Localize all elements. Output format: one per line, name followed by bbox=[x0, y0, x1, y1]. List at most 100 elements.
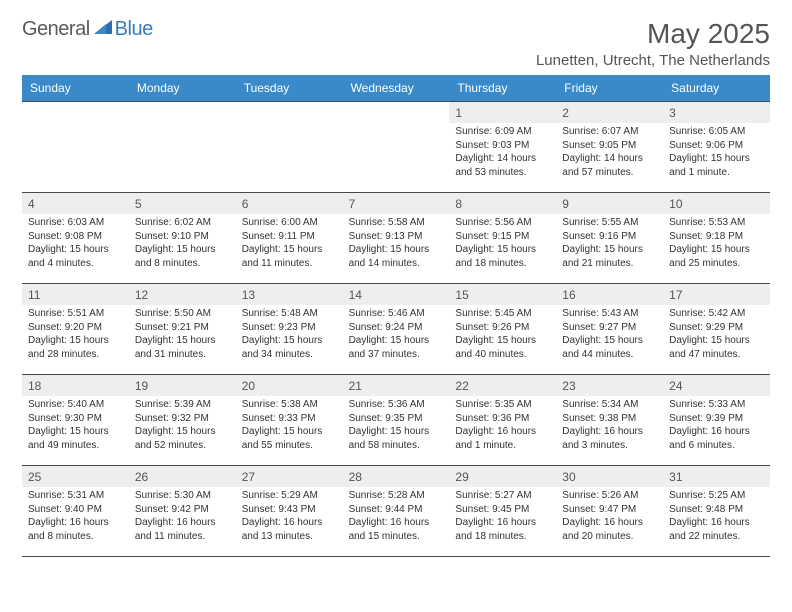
sunrise-line: Sunrise: 5:27 AM bbox=[455, 489, 550, 503]
calendar-cell: 12Sunrise: 5:50 AMSunset: 9:21 PMDayligh… bbox=[129, 284, 236, 374]
day-number: 1 bbox=[449, 102, 556, 123]
calendar-cell: 18Sunrise: 5:40 AMSunset: 9:30 PMDayligh… bbox=[22, 375, 129, 465]
brand-part1: General bbox=[22, 18, 90, 41]
daylight-line: Daylight: 16 hours and 1 minute. bbox=[455, 425, 550, 452]
calendar: SundayMondayTuesdayWednesdayThursdayFrid… bbox=[22, 75, 770, 557]
title-block: May 2025 Lunetten, Utrecht, The Netherla… bbox=[536, 18, 770, 69]
sunrise-line: Sunrise: 5:39 AM bbox=[135, 398, 230, 412]
daylight-line: Daylight: 15 hours and 28 minutes. bbox=[28, 334, 123, 361]
sunset-line: Sunset: 9:33 PM bbox=[242, 412, 337, 426]
sunset-line: Sunset: 9:24 PM bbox=[349, 321, 444, 335]
sunrise-line: Sunrise: 6:03 AM bbox=[28, 216, 123, 230]
daylight-line: Daylight: 15 hours and 34 minutes. bbox=[242, 334, 337, 361]
sunrise-line: Sunrise: 5:43 AM bbox=[562, 307, 657, 321]
sunset-line: Sunset: 9:08 PM bbox=[28, 230, 123, 244]
dayname: Saturday bbox=[663, 75, 770, 101]
calendar-cell: 14Sunrise: 5:46 AMSunset: 9:24 PMDayligh… bbox=[343, 284, 450, 374]
day-number: 10 bbox=[663, 193, 770, 214]
sunset-line: Sunset: 9:15 PM bbox=[455, 230, 550, 244]
day-number: 13 bbox=[236, 284, 343, 305]
daylight-line: Daylight: 15 hours and 47 minutes. bbox=[669, 334, 764, 361]
calendar-cell: 21Sunrise: 5:36 AMSunset: 9:35 PMDayligh… bbox=[343, 375, 450, 465]
daylight-line: Daylight: 16 hours and 13 minutes. bbox=[242, 516, 337, 543]
daylight-line: Daylight: 15 hours and 37 minutes. bbox=[349, 334, 444, 361]
day-number: 21 bbox=[343, 375, 450, 396]
dayname: Thursday bbox=[449, 75, 556, 101]
month-title: May 2025 bbox=[536, 18, 770, 50]
sunset-line: Sunset: 9:35 PM bbox=[349, 412, 444, 426]
sunset-line: Sunset: 9:27 PM bbox=[562, 321, 657, 335]
calendar-cell: 25 Sunrise: 5:31 AMSunset: 9:40 PMDayligh… bbox=[22, 466, 129, 556]
sunset-line: Sunset: 9:11 PM bbox=[242, 230, 337, 244]
sunset-line: Sunset: 9:40 PM bbox=[28, 503, 123, 517]
day-number: 19 bbox=[129, 375, 236, 396]
dayname: Wednesday bbox=[343, 75, 450, 101]
calendar-cell: 28Sunrise: 5:28 AMSunset: 9:44 PMDayligh… bbox=[343, 466, 450, 556]
daylight-line: Daylight: 15 hours and 55 minutes. bbox=[242, 425, 337, 452]
dayname: Monday bbox=[129, 75, 236, 101]
sunset-line: Sunset: 9:45 PM bbox=[455, 503, 550, 517]
daylight-line: Daylight: 16 hours and 22 minutes. bbox=[669, 516, 764, 543]
day-number: 12 bbox=[129, 284, 236, 305]
daylight-line: Daylight: 15 hours and 8 minutes. bbox=[135, 243, 230, 270]
sunrise-line: Sunrise: 5:55 AM bbox=[562, 216, 657, 230]
sunrise-line: Sunrise: 5:31 AM bbox=[28, 489, 123, 503]
calendar-cell: 11Sunrise: 5:51 AMSunset: 9:20 PMDayligh… bbox=[22, 284, 129, 374]
sunrise-line: Sunrise: 5:42 AM bbox=[669, 307, 764, 321]
daylight-line: Daylight: 16 hours and 8 minutes. bbox=[28, 516, 123, 543]
day-number: 30 bbox=[556, 466, 663, 487]
sunset-line: Sunset: 9:29 PM bbox=[669, 321, 764, 335]
day-number: 20 bbox=[236, 375, 343, 396]
sunrise-line: Sunrise: 5:29 AM bbox=[242, 489, 337, 503]
sunset-line: Sunset: 9:43 PM bbox=[242, 503, 337, 517]
sunrise-line: Sunrise: 6:09 AM bbox=[455, 125, 550, 139]
sunrise-line: Sunrise: 5:56 AM bbox=[455, 216, 550, 230]
brand-logo: General Blue bbox=[22, 18, 153, 41]
calendar-cell: 15Sunrise: 5:45 AMSunset: 9:26 PMDayligh… bbox=[449, 284, 556, 374]
calendar-cell: 23Sunrise: 5:34 AMSunset: 9:38 PMDayligh… bbox=[556, 375, 663, 465]
day-number: 18 bbox=[22, 375, 129, 396]
day-number: 31 bbox=[663, 466, 770, 487]
day-number: 26 bbox=[129, 466, 236, 487]
calendar-cell: 5Sunrise: 6:02 AMSunset: 9:10 PMDaylight… bbox=[129, 193, 236, 283]
day-number: 6 bbox=[236, 193, 343, 214]
day-number: 29 bbox=[449, 466, 556, 487]
daylight-line: Daylight: 16 hours and 18 minutes. bbox=[455, 516, 550, 543]
dayname: Tuesday bbox=[236, 75, 343, 101]
day-number: 22 bbox=[449, 375, 556, 396]
sunrise-line: Sunrise: 5:33 AM bbox=[669, 398, 764, 412]
calendar-week: 11Sunrise: 5:51 AMSunset: 9:20 PMDayligh… bbox=[22, 283, 770, 374]
daylight-line: Daylight: 15 hours and 1 minute. bbox=[669, 152, 764, 179]
calendar-week: 18Sunrise: 5:40 AMSunset: 9:30 PMDayligh… bbox=[22, 374, 770, 465]
sunrise-line: Sunrise: 5:26 AM bbox=[562, 489, 657, 503]
calendar-cell: 3Sunrise: 6:05 AMSunset: 9:06 PMDaylight… bbox=[663, 102, 770, 192]
sunset-line: Sunset: 9:47 PM bbox=[562, 503, 657, 517]
calendar-cell: 6Sunrise: 6:00 AMSunset: 9:11 PMDaylight… bbox=[236, 193, 343, 283]
day-number: 25 bbox=[22, 466, 129, 487]
calendar-cell: 13 Sunrise: 5:48 AMSunset: 9:23 PMDayligh… bbox=[236, 284, 343, 374]
sunset-line: Sunset: 9:48 PM bbox=[669, 503, 764, 517]
sunset-line: Sunset: 9:23 PM bbox=[242, 321, 337, 335]
daylight-line: Daylight: 15 hours and 4 minutes. bbox=[28, 243, 123, 270]
daylight-line: Daylight: 15 hours and 11 minutes. bbox=[242, 243, 337, 270]
sunset-line: Sunset: 9:30 PM bbox=[28, 412, 123, 426]
sunrise-line: Sunrise: 5:25 AM bbox=[669, 489, 764, 503]
calendar-cell: 22Sunrise: 5:35 AMSunset: 9:36 PMDayligh… bbox=[449, 375, 556, 465]
calendar-cell: 10Sunrise: 5:53 AMSunset: 9:18 PMDayligh… bbox=[663, 193, 770, 283]
sunrise-line: Sunrise: 5:48 AM bbox=[242, 307, 337, 321]
calendar-week: 4Sunrise: 6:03 AMSunset: 9:08 PMDaylight… bbox=[22, 192, 770, 283]
day-number: 16 bbox=[556, 284, 663, 305]
calendar-cell bbox=[129, 102, 236, 192]
sunset-line: Sunset: 9:38 PM bbox=[562, 412, 657, 426]
sunset-line: Sunset: 9:03 PM bbox=[455, 139, 550, 153]
day-number: 5 bbox=[129, 193, 236, 214]
calendar-week: 25Sunrise: 5:31 AMSunset: 9:40 PMDayligh… bbox=[22, 465, 770, 557]
sunset-line: Sunset: 9:44 PM bbox=[349, 503, 444, 517]
calendar-cell bbox=[343, 102, 450, 192]
calendar-cell: 9Sunrise: 5:55 AMSunset: 9:16 PMDaylight… bbox=[556, 193, 663, 283]
day-number: 23 bbox=[556, 375, 663, 396]
sunset-line: Sunset: 9:20 PM bbox=[28, 321, 123, 335]
sunset-line: Sunset: 9:42 PM bbox=[135, 503, 230, 517]
location: Lunetten, Utrecht, The Netherlands bbox=[536, 52, 770, 69]
day-number: 11 bbox=[22, 284, 129, 305]
